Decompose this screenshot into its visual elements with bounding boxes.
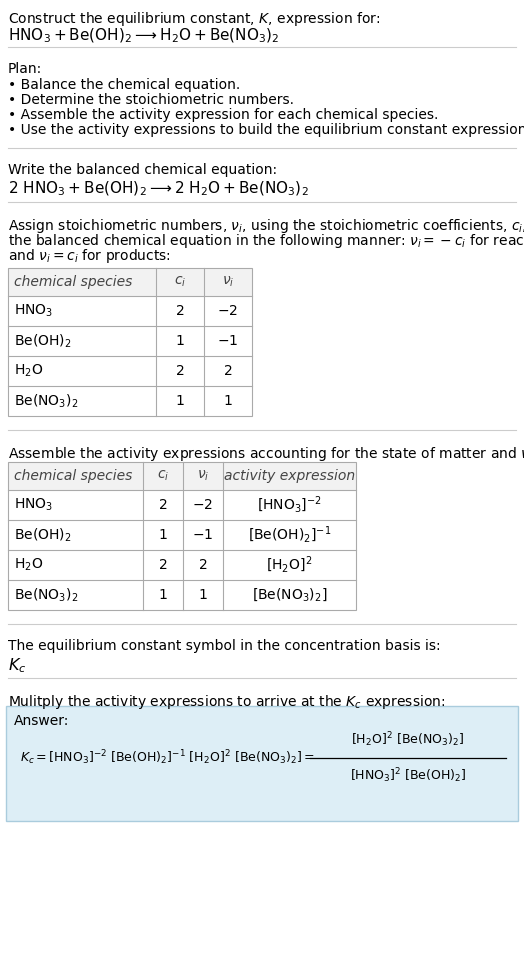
- Text: 2: 2: [159, 558, 167, 572]
- Text: $-2$: $-2$: [192, 498, 213, 512]
- Text: $[\mathrm{Be(OH)_2}]^{-1}$: $[\mathrm{Be(OH)_2}]^{-1}$: [248, 525, 331, 545]
- Text: $\mathrm{HNO_3}$: $\mathrm{HNO_3}$: [14, 497, 53, 513]
- Text: Assemble the activity expressions accounting for the state of matter and $\nu_i$: Assemble the activity expressions accoun…: [8, 445, 524, 463]
- Bar: [8, 462, 356, 610]
- Text: $\mathrm{H_2O}$: $\mathrm{H_2O}$: [14, 363, 43, 380]
- Text: chemical species: chemical species: [14, 275, 133, 289]
- Text: The equilibrium constant symbol in the concentration basis is:: The equilibrium constant symbol in the c…: [8, 639, 441, 653]
- Text: Construct the equilibrium constant, $K$, expression for:: Construct the equilibrium constant, $K$,…: [8, 10, 380, 28]
- Text: Plan:: Plan:: [8, 62, 42, 76]
- Text: $[\mathrm{HNO_3}]^2\ [\mathrm{Be(OH)_2}]$: $[\mathrm{HNO_3}]^2\ [\mathrm{Be(OH)_2}]…: [350, 767, 466, 785]
- Text: 2: 2: [176, 364, 184, 378]
- Text: 1: 1: [224, 394, 233, 408]
- Text: $\nu_i$: $\nu_i$: [197, 469, 209, 483]
- Text: $-2$: $-2$: [217, 304, 238, 318]
- Text: $\nu_i$: $\nu_i$: [222, 275, 234, 289]
- Text: Write the balanced chemical equation:: Write the balanced chemical equation:: [8, 163, 277, 177]
- Text: Assign stoichiometric numbers, $\nu_i$, using the stoichiometric coefficients, $: Assign stoichiometric numbers, $\nu_i$, …: [8, 217, 524, 235]
- Text: activity expression: activity expression: [224, 469, 355, 483]
- Text: $-1$: $-1$: [192, 528, 214, 542]
- Text: 2: 2: [159, 498, 167, 512]
- Text: $\mathrm{Be(OH)_2}$: $\mathrm{Be(OH)_2}$: [14, 333, 72, 350]
- Text: $\mathrm{Be(OH)_2}$: $\mathrm{Be(OH)_2}$: [14, 527, 72, 544]
- Text: $\mathrm{Be(NO_3)_2}$: $\mathrm{Be(NO_3)_2}$: [14, 586, 78, 604]
- Text: • Determine the stoichiometric numbers.: • Determine the stoichiometric numbers.: [8, 93, 294, 107]
- Text: • Assemble the activity expression for each chemical species.: • Assemble the activity expression for e…: [8, 108, 439, 122]
- Text: $\mathrm{H_2O}$: $\mathrm{H_2O}$: [14, 556, 43, 573]
- Text: 1: 1: [159, 528, 168, 542]
- Text: Mulitply the activity expressions to arrive at the $K_c$ expression:: Mulitply the activity expressions to arr…: [8, 693, 445, 711]
- Text: $K_c$: $K_c$: [8, 656, 26, 675]
- Text: $\mathrm{Be(NO_3)_2}$: $\mathrm{Be(NO_3)_2}$: [14, 392, 78, 409]
- Text: • Balance the chemical equation.: • Balance the chemical equation.: [8, 78, 240, 92]
- Text: and $\nu_i = c_i$ for products:: and $\nu_i = c_i$ for products:: [8, 247, 171, 265]
- Text: 1: 1: [176, 394, 184, 408]
- Text: $[\mathrm{HNO_3}]^{-2}$: $[\mathrm{HNO_3}]^{-2}$: [257, 495, 322, 515]
- Text: $-1$: $-1$: [217, 334, 238, 348]
- Bar: [8, 268, 252, 416]
- Text: 1: 1: [176, 334, 184, 348]
- Text: 1: 1: [199, 588, 208, 602]
- Text: $\mathrm{2\ HNO_3 + Be(OH)_2 \longrightarrow 2\ H_2O + Be(NO_3)_2}$: $\mathrm{2\ HNO_3 + Be(OH)_2 \longrighta…: [8, 180, 309, 198]
- Text: $[\mathrm{H_2O}]^2\ [\mathrm{Be(NO_3)_2}]$: $[\mathrm{H_2O}]^2\ [\mathrm{Be(NO_3)_2}…: [352, 730, 465, 750]
- Bar: [6, 706, 518, 821]
- Text: $[\mathrm{H_2O}]^2$: $[\mathrm{H_2O}]^2$: [266, 554, 313, 576]
- Text: Answer:: Answer:: [14, 714, 69, 728]
- Text: $\mathrm{HNO_3}$: $\mathrm{HNO_3}$: [14, 303, 53, 319]
- Text: 2: 2: [176, 304, 184, 318]
- Text: • Use the activity expressions to build the equilibrium constant expression.: • Use the activity expressions to build …: [8, 123, 524, 137]
- Text: 1: 1: [159, 588, 168, 602]
- Text: 2: 2: [199, 558, 208, 572]
- Text: $c_i$: $c_i$: [174, 275, 186, 289]
- Bar: [8, 462, 356, 490]
- Text: 2: 2: [224, 364, 232, 378]
- Text: $K_c = [\mathrm{HNO_3}]^{-2}\ [\mathrm{Be(OH)_2}]^{-1}\ [\mathrm{H_2O}]^2\ [\mat: $K_c = [\mathrm{HNO_3}]^{-2}\ [\mathrm{B…: [20, 749, 315, 767]
- Text: $\mathrm{HNO_3 + Be(OH)_2 \longrightarrow H_2O + Be(NO_3)_2}$: $\mathrm{HNO_3 + Be(OH)_2 \longrightarro…: [8, 27, 279, 45]
- Text: $c_i$: $c_i$: [157, 469, 169, 483]
- Text: the balanced chemical equation in the following manner: $\nu_i = -c_i$ for react: the balanced chemical equation in the fo…: [8, 232, 524, 250]
- Text: chemical species: chemical species: [14, 469, 133, 483]
- Text: $[\mathrm{Be(NO_3)_2}]$: $[\mathrm{Be(NO_3)_2}]$: [252, 586, 327, 604]
- Bar: [8, 268, 252, 296]
